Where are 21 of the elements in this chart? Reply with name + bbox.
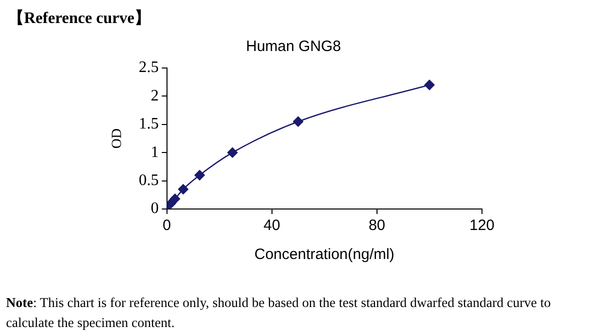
point [424,80,435,90]
point [194,170,205,180]
x-tick-label: 0 [162,217,171,234]
point [227,147,238,158]
y-tick-label: 0 [150,200,159,218]
x-axis-title: Concentration(ng/ml) [254,246,394,264]
point [170,194,180,204]
x-tick-label: 120 [469,217,495,234]
x-tick-label: 80 [368,217,386,234]
y-tick-label: 2 [150,87,159,104]
chart-title: Human GNG8 [246,38,342,56]
y-axis-title: OD [110,128,126,149]
text: 【Reference curve】 [8,8,150,29]
point [292,116,304,127]
y-tick-label: 1.5 [138,116,159,133]
y-tick-label: 2.5 [138,59,159,76]
y-tick-label: 1 [150,144,159,161]
y-tick-label: 0.5 [138,172,159,190]
x-tick-label: 40 [264,217,280,234]
point [178,184,188,194]
text: Note: This chart is for reference only, should be based on the test standard dwarfed standard curve to calculate the specimen content. [6,294,552,332]
